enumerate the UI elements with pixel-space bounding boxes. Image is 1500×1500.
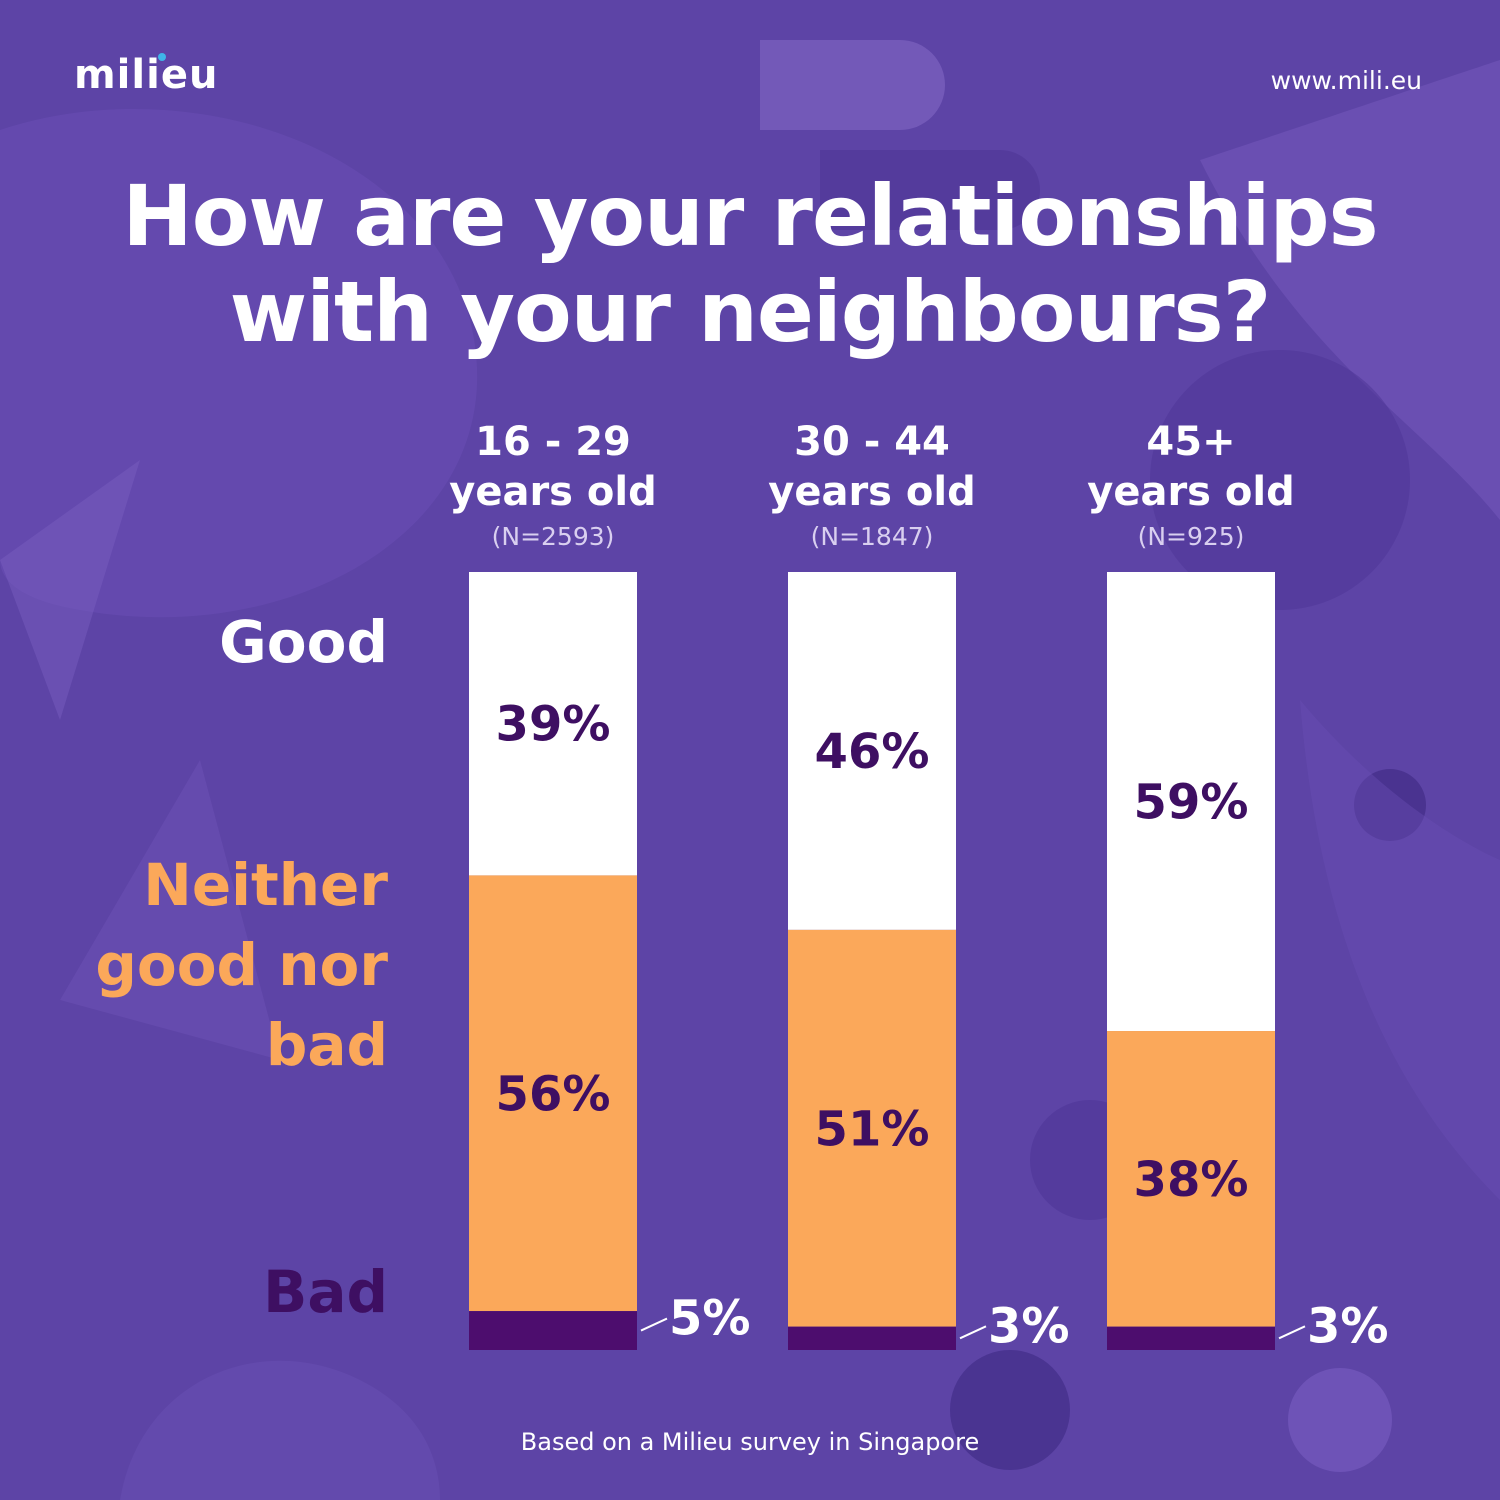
bar-bad-1 <box>469 1311 637 1350</box>
callout-line-bad-3 <box>1278 1325 1306 1340</box>
sample-size-label-3: (N=925) <box>1138 522 1245 551</box>
bar-good-1 <box>469 572 637 876</box>
logo-dot-icon <box>158 53 166 61</box>
bar-good-2 <box>788 572 956 930</box>
bar-bad-2 <box>788 1326 956 1350</box>
title-line-1: How are your relationships <box>122 167 1378 265</box>
row-label-bad-line-1: Bad <box>263 1258 388 1326</box>
bar-neither-2 <box>788 929 956 1327</box>
title-line-2: with your neighbours? <box>229 263 1272 361</box>
callout-line-bad-2 <box>959 1325 987 1340</box>
source-caption: Based on a Milieu survey in Singapore <box>520 1428 980 1456</box>
row-label-neither-line-2: good nor <box>95 931 388 999</box>
value-label-good-3: 59% <box>1134 775 1249 831</box>
category-label-3-line-1: 45+ <box>1146 419 1235 465</box>
value-label-neither-2: 51% <box>815 1101 930 1157</box>
bar-good-3 <box>1107 572 1275 1032</box>
row-label-good-line-1: Good <box>219 608 388 676</box>
category-label-1-line-2: years old <box>449 469 656 515</box>
category-label-3-line-2: years old <box>1087 469 1294 515</box>
chart-title: How are your relationships with your nei… <box>0 168 1500 360</box>
logo-text: milieu <box>74 52 219 98</box>
row-label-neither-line-3: bad <box>266 1011 388 1079</box>
sample-size-label-1: (N=2593) <box>492 522 615 551</box>
sample-size-label-2: (N=1847) <box>811 522 934 551</box>
category-label-2-line-1: 30 - 44 <box>794 419 950 465</box>
value-label-neither-3: 38% <box>1134 1152 1249 1208</box>
value-label-bad-3: 3% <box>1307 1298 1389 1354</box>
value-label-good-1: 39% <box>496 697 611 753</box>
value-label-bad-2: 3% <box>988 1298 1070 1354</box>
category-label-2-line-2: years old <box>768 469 975 515</box>
value-label-neither-1: 56% <box>496 1066 611 1122</box>
callout-line-bad-1 <box>640 1317 668 1332</box>
bar-neither-1 <box>469 875 637 1312</box>
value-label-good-2: 46% <box>815 724 930 780</box>
website-url: www.mili.eu <box>1270 66 1422 95</box>
bar-bad-3 <box>1107 1326 1275 1350</box>
bar-neither-3 <box>1107 1031 1275 1327</box>
value-label-bad-1: 5% <box>669 1291 751 1347</box>
milieu-logo: milieu <box>74 52 218 98</box>
category-label-1-line-1: 16 - 29 <box>475 419 631 465</box>
row-label-neither-line-1: Neither <box>143 851 388 919</box>
